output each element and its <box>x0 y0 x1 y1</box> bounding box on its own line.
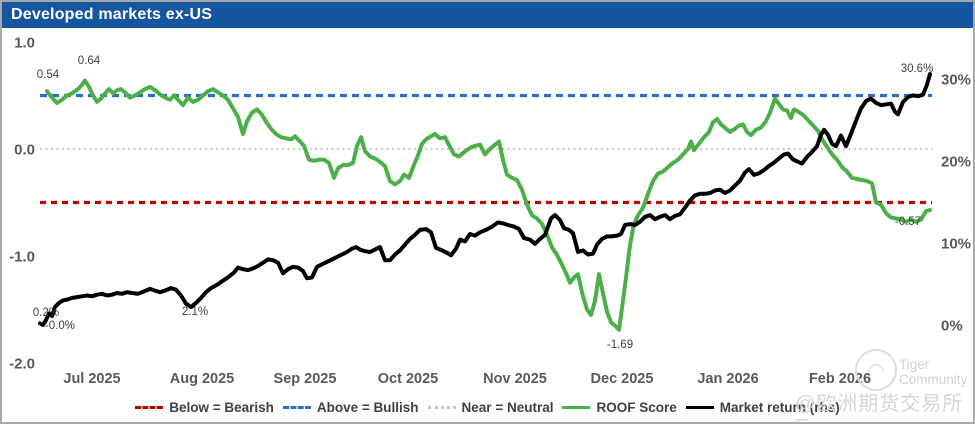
data-label: -0.0% <box>45 320 75 332</box>
legend-label: ROOF Score <box>596 399 677 415</box>
data-label: 0.2% <box>33 307 59 319</box>
legend-label: Below = Bearish <box>169 399 274 415</box>
green-line-icon <box>562 405 591 409</box>
legend-label: Near = Neutral <box>461 399 554 415</box>
x-axis-label: Aug 2025 <box>170 371 234 387</box>
x-axis-label: Oct 2025 <box>378 371 438 387</box>
legend-label: Market return (rhs) <box>719 399 840 415</box>
black-line-icon <box>685 405 714 409</box>
legend-item-below-bearish: Below = Bearish <box>135 400 274 415</box>
right-axis-tick: 20% <box>941 154 971 171</box>
right-axis-tick: 30% <box>941 72 971 89</box>
chart-title-bar: Developed markets ex-US <box>2 2 973 28</box>
chart-title: Developed markets ex-US <box>11 6 213 23</box>
legend-item-near-neutral: Near = Neutral <box>427 399 554 415</box>
legend-item-above-bullish: Above = Bullish <box>282 399 419 415</box>
series-line-roof-score <box>45 78 932 332</box>
x-axis-label: Sep 2025 <box>274 371 337 387</box>
data-label: -0.57 <box>895 216 921 228</box>
legend-item-roof-score: ROOF Score <box>562 399 677 415</box>
left-axis-tick: -2.0 <box>9 356 35 373</box>
right-axis-tick: 0% <box>941 318 963 335</box>
data-label: 0.64 <box>78 55 101 67</box>
chart-legend: Below = Bearish Above = Bullish Near = N… <box>2 396 973 418</box>
right-axis-tick: 10% <box>941 236 971 253</box>
data-label: 30.6% <box>901 63 934 75</box>
data-label: -1.69 <box>607 339 633 351</box>
x-axis-label: Jul 2025 <box>63 371 120 387</box>
left-axis-tick: -1.0 <box>9 249 35 266</box>
legend-label: Above = Bullish <box>316 399 419 415</box>
gray-dotted-line-icon <box>427 405 456 409</box>
red-dashed-line-icon <box>135 405 164 409</box>
blue-dashed-line-icon <box>282 405 311 409</box>
data-label: 2.1% <box>182 306 208 318</box>
data-label: 0.54 <box>37 69 60 81</box>
legend-item-market-return: Market return (rhs) <box>685 399 840 415</box>
x-axis-label: Jan 2026 <box>697 371 758 387</box>
left-axis-tick: 0.0 <box>14 142 35 159</box>
x-axis-label: Feb 2026 <box>809 371 871 387</box>
x-axis-label: Dec 2025 <box>591 371 654 387</box>
series-line-market-return-rhs- <box>38 72 932 327</box>
left-axis-tick: 1.0 <box>14 35 35 52</box>
x-axis-label: Nov 2025 <box>483 371 547 387</box>
